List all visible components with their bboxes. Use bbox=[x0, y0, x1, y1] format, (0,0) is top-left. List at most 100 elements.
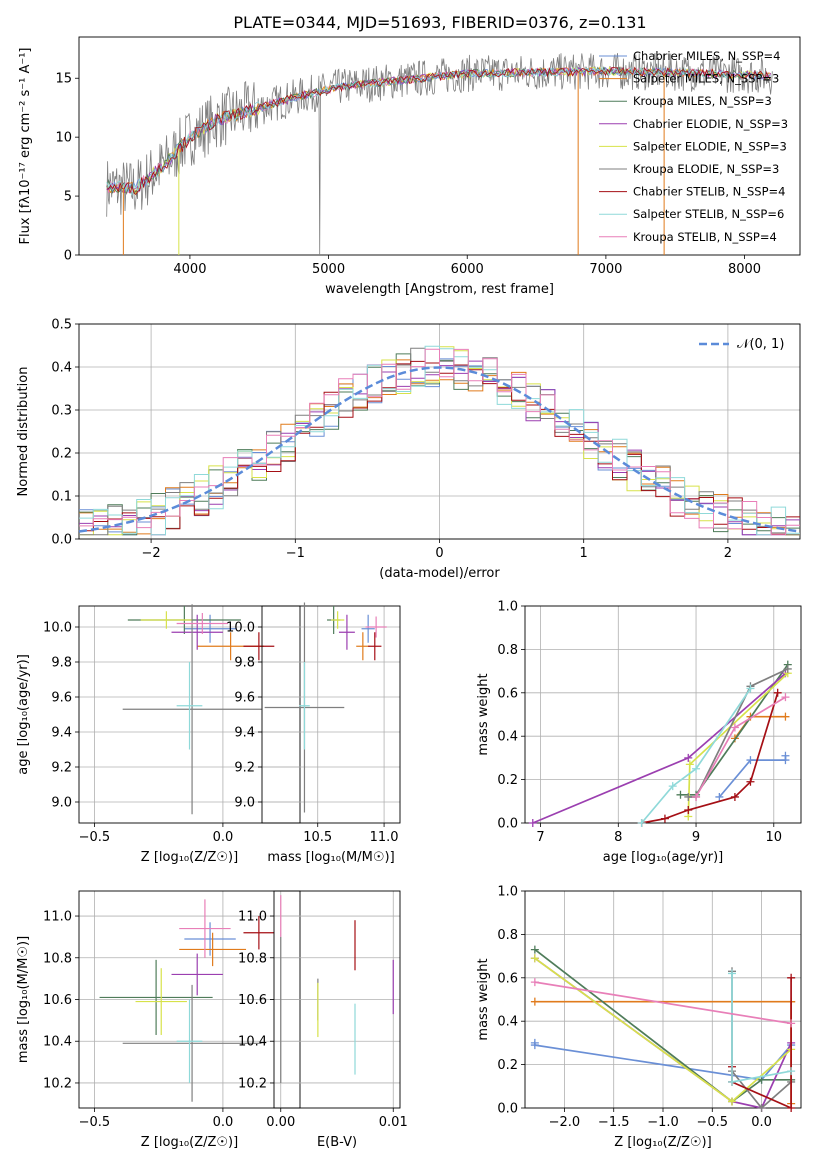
y-tick-label: 9.0 bbox=[234, 796, 255, 811]
legend-label: Chabrier MILES, N_SSP=4 bbox=[633, 49, 780, 63]
x-tick-label: 0 bbox=[435, 546, 443, 561]
x-axis-label: Z [log₁₀(Z/Z☉)] bbox=[141, 850, 238, 865]
plot-frame bbox=[273, 890, 401, 1109]
x-tick-label: 0.0 bbox=[751, 1115, 772, 1130]
x-tick-label: 8000 bbox=[728, 262, 761, 277]
figure-title: PLATE=0344, MJD=51693, FIBERID=0376, z=0… bbox=[233, 13, 646, 32]
x-tick-label: −0.5 bbox=[79, 830, 111, 845]
x-tick-label: −2.0 bbox=[549, 1115, 581, 1130]
legend-label: Salpeter ELODIE, N_SSP=3 bbox=[633, 139, 787, 153]
y-axis-label: mass weight bbox=[476, 958, 491, 1040]
y-axis-label: age [log₁₀(age/yr)] bbox=[16, 654, 31, 775]
x-tick-label: −0.5 bbox=[696, 1115, 728, 1130]
plot-frame bbox=[524, 890, 802, 1109]
y-axis-label: mass weight bbox=[476, 673, 491, 755]
x-tick-label: 5000 bbox=[312, 262, 345, 277]
y-tick-label: 10.6 bbox=[43, 993, 72, 1008]
weight-marker bbox=[530, 1041, 539, 1050]
spectrum-line bbox=[106, 66, 771, 195]
x-tick-label: 7000 bbox=[589, 262, 622, 277]
x-axis-label: (data-model)/error bbox=[379, 566, 500, 581]
weight-marker bbox=[637, 819, 646, 827]
x-tick-label: −1.5 bbox=[598, 1115, 630, 1130]
x-tick-label: 0.01 bbox=[379, 1115, 408, 1130]
histogram-step bbox=[79, 345, 800, 536]
weight-marker bbox=[728, 969, 736, 978]
weight-line bbox=[532, 672, 787, 824]
residual-histogram-panel: −2 −1 0 1 2 0.0 0.1 0.2 0.3 0.4 0.5 (data-model)/er… bbox=[16, 318, 801, 581]
ebv-mass-panel: 0.00 0.01 10.2 10.4 10.6 10.8 11.0 E(B-V) bbox=[238, 890, 408, 1150]
y-tick-label: 15 bbox=[55, 72, 72, 87]
x-tick-label: −1 bbox=[286, 546, 305, 561]
y-tick-label: 0.4 bbox=[51, 361, 72, 376]
z-mass-panel: −0.5 0.0 10.2 10.4 10.6 10.8 11.0 Z [log₁₀(Z/Z☉… bbox=[16, 890, 301, 1150]
x-axis-label: E(B-V) bbox=[317, 1135, 357, 1150]
spectrum-line bbox=[106, 66, 771, 196]
y-tick-label: 0.4 bbox=[497, 730, 518, 745]
x-tick-label: 10 bbox=[766, 830, 783, 845]
legend-label: Kroupa MILES, N_SSP=3 bbox=[633, 94, 772, 108]
y-tick-label: 0 bbox=[64, 249, 72, 264]
weight-line bbox=[534, 981, 792, 1025]
weight-marker bbox=[781, 751, 790, 760]
y-tick-label: 9.4 bbox=[234, 726, 255, 741]
x-axis-label: Z [log₁₀(Z/Z☉)] bbox=[141, 1135, 238, 1150]
x-tick-label: −0.5 bbox=[79, 1115, 111, 1130]
y-tick-label: 9.6 bbox=[51, 691, 72, 706]
y-axis-label: Normed distribution bbox=[16, 367, 31, 497]
x-tick-label: 10.5 bbox=[303, 830, 332, 845]
legend-label: Kroupa ELODIE, N_SSP=3 bbox=[633, 162, 779, 176]
plot-frame bbox=[261, 605, 401, 824]
y-tick-label: 0.4 bbox=[497, 1015, 518, 1030]
x-tick-label: −2 bbox=[142, 546, 161, 561]
y-tick-label: 0.0 bbox=[497, 817, 518, 832]
age-weight-panel: 7 8 9 10 0.0 0.2 0.4 0.6 0.8 1.0 age [log₁₀(age/yr… bbox=[476, 600, 802, 865]
y-axis-label: mass [log₁₀(M/M☉)] bbox=[16, 936, 31, 1063]
y-tick-label: 10.2 bbox=[238, 1076, 267, 1091]
legend-label: Salpeter STELIB, N_SSP=6 bbox=[633, 207, 784, 221]
plot-frame bbox=[78, 323, 801, 540]
weight-marker bbox=[746, 756, 755, 765]
weight-marker bbox=[684, 805, 693, 814]
histogram-step bbox=[79, 348, 800, 536]
weight-marker bbox=[692, 792, 701, 801]
x-axis-label: mass [log₁₀(M/M☉)] bbox=[267, 850, 394, 865]
weight-marker bbox=[746, 684, 755, 693]
weight-marker bbox=[730, 723, 739, 732]
y-tick-label: 10.4 bbox=[43, 1035, 72, 1050]
weight-marker bbox=[773, 688, 782, 697]
y-tick-label: 10.8 bbox=[43, 951, 72, 966]
x-tick-label: 8 bbox=[614, 830, 622, 845]
x-axis-label: age [log₁₀(age/yr)] bbox=[603, 850, 724, 865]
y-tick-label: 10 bbox=[55, 131, 72, 146]
y-tick-label: 9.0 bbox=[51, 796, 72, 811]
weight-marker bbox=[781, 693, 790, 702]
y-tick-label: 11.0 bbox=[43, 910, 72, 925]
plot-frame bbox=[78, 36, 801, 256]
weight-marker bbox=[685, 760, 694, 769]
mass-age-panel: 10.5 11.0 9.0 9.2 9.4 9.6 9.8 10.0 mass [log₁₀(M… bbox=[226, 602, 401, 865]
weight-marker bbox=[730, 792, 739, 801]
y-tick-label: 5 bbox=[64, 190, 72, 205]
y-tick-label: 9.8 bbox=[234, 656, 255, 671]
legend-label: Chabrier STELIB, N_SSP=4 bbox=[633, 185, 785, 199]
legend-label: 𝒩(0, 1) bbox=[737, 337, 784, 352]
legend-label: Salpeter MILES, N_SSP=3 bbox=[633, 72, 779, 86]
weight-marker bbox=[676, 790, 685, 799]
x-axis-label: wavelength [Angstrom, rest frame] bbox=[325, 282, 554, 297]
y-tick-label: 0.0 bbox=[497, 1102, 518, 1117]
weight-marker bbox=[530, 945, 539, 954]
y-tick-label: 0.5 bbox=[51, 318, 72, 333]
x-tick-label: 2 bbox=[724, 546, 732, 561]
y-tick-label: 10.6 bbox=[238, 993, 267, 1008]
weight-marker bbox=[787, 973, 796, 982]
y-tick-label: 0.3 bbox=[51, 404, 72, 419]
x-tick-label: 0.00 bbox=[266, 1115, 295, 1130]
y-tick-label: 0.0 bbox=[51, 533, 72, 548]
weight-marker bbox=[787, 1104, 796, 1112]
y-tick-label: 9.6 bbox=[234, 691, 255, 706]
y-tick-label: 10.0 bbox=[43, 621, 72, 636]
weight-marker bbox=[528, 819, 537, 827]
weight-marker bbox=[787, 1067, 796, 1076]
